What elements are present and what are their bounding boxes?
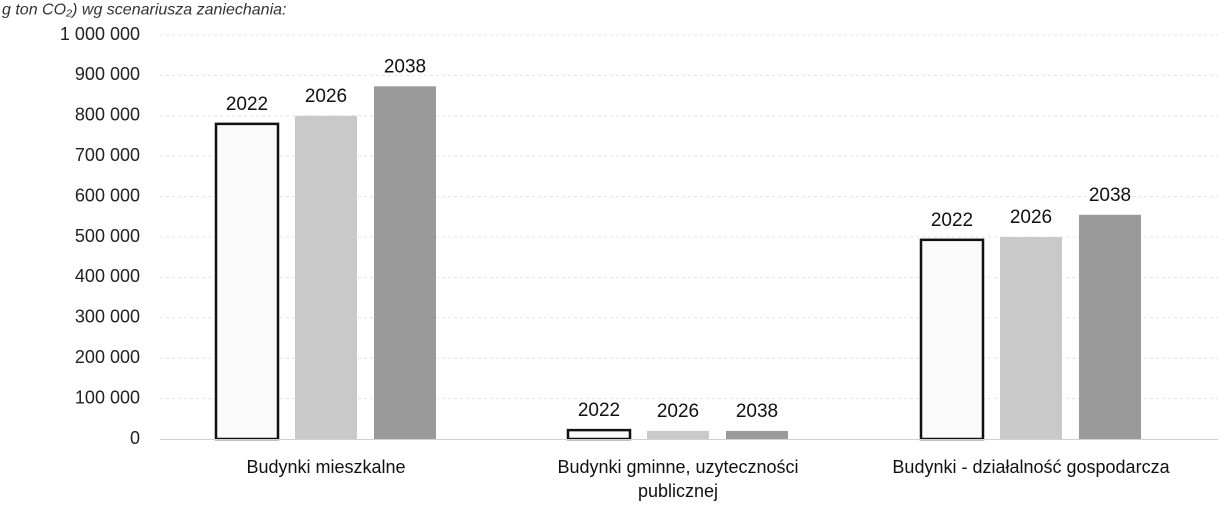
y-tick-label: 600 000 <box>75 185 140 205</box>
y-tick-label: 800 000 <box>75 105 140 125</box>
y-tick-label: 100 000 <box>75 387 140 407</box>
bar <box>295 115 357 440</box>
x-category-label: publicznej <box>638 481 718 501</box>
bar <box>566 428 632 441</box>
data-label: 2026 <box>305 86 347 107</box>
data-label: 2022 <box>578 400 620 421</box>
bar <box>647 430 709 439</box>
bar <box>726 430 788 439</box>
y-tick-label: 400 000 <box>75 266 140 286</box>
bars <box>214 86 1141 441</box>
x-category-label: Budynki - działalność gospodarcza <box>892 457 1170 477</box>
y-tick-label: 200 000 <box>75 347 140 367</box>
y-axis: 0 100 000 200 000 300 000 400 000 500 000 600 … <box>60 24 140 448</box>
data-label: 2038 <box>1089 185 1131 206</box>
y-tick-label: 0 <box>130 428 140 448</box>
y-tick-label: 700 000 <box>75 145 140 165</box>
x-category-label: Budynki gminne, uzyteczności <box>557 457 798 477</box>
bar <box>214 122 280 441</box>
bar <box>919 238 985 441</box>
data-label: 2038 <box>384 56 426 77</box>
bar <box>1079 214 1141 439</box>
y-tick-label: 900 000 <box>75 64 140 84</box>
data-label: 2038 <box>736 401 778 422</box>
data-label: 2022 <box>931 210 973 231</box>
x-axis: Budynki mieszkalne Budynki gminne, uzytec… <box>160 439 1218 501</box>
data-label: 2022 <box>226 94 268 115</box>
data-labels: 2022 2022 2022 2026 2026 2026 2038 2038 2038 <box>226 56 1131 422</box>
bar <box>1000 237 1062 439</box>
x-category-label: Budynki mieszkalne <box>246 457 405 477</box>
y-tick-label: 500 000 <box>75 226 140 246</box>
chart-caption: g ton CO₂) wg scenariusza zaniechania: <box>2 1 286 18</box>
bar <box>374 86 436 440</box>
data-label: 2026 <box>1010 207 1052 228</box>
y-tick-label: 300 000 <box>75 307 140 327</box>
data-label: 2026 <box>657 401 699 422</box>
y-tick-label: 1 000 000 <box>60 24 140 44</box>
